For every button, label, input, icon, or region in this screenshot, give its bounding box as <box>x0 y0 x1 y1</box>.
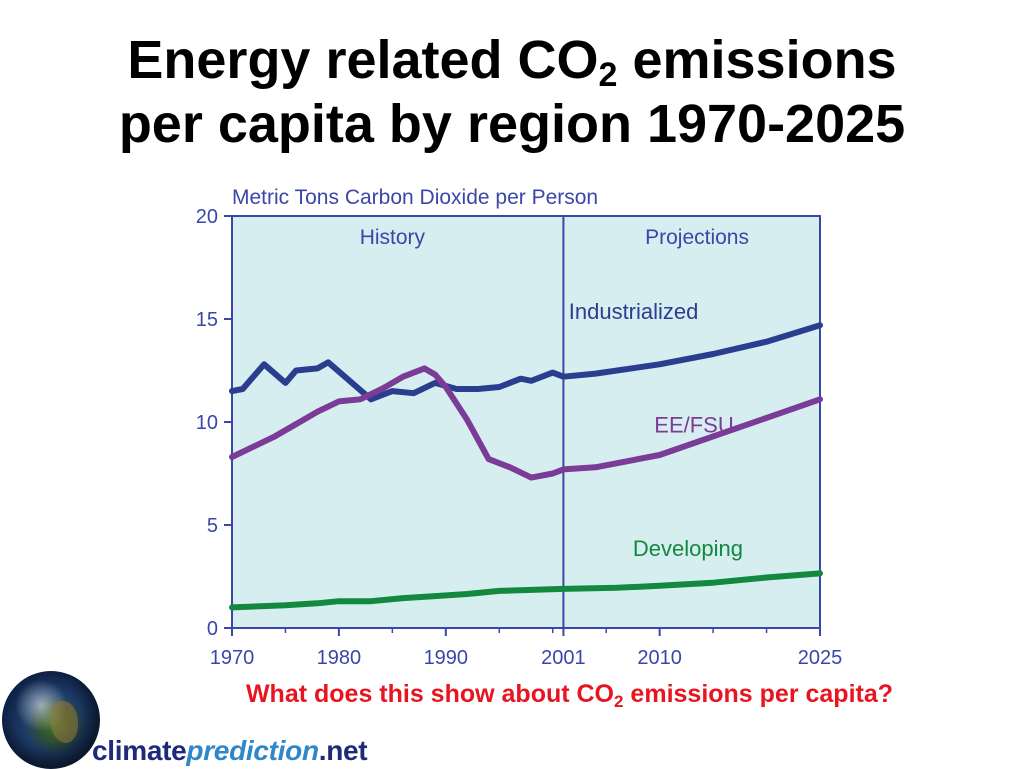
discussion-question: What does this show about CO2 emissions … <box>245 680 894 711</box>
y-tick-label: 0 <box>207 618 218 640</box>
y-axis-title: Metric Tons Carbon Dioxide per Person <box>232 186 598 209</box>
x-tick-label: 1970 <box>210 647 255 668</box>
projections-label: Projections <box>645 226 749 249</box>
globe-logo-icon <box>2 671 100 769</box>
series-line-developing <box>229 570 823 611</box>
series-line-ee-fsu <box>229 365 823 481</box>
plot-area <box>231 215 821 629</box>
y-tick-label: 15 <box>196 309 218 331</box>
slide-title: Energy related CO2 emissions per capita … <box>0 28 1024 156</box>
emissions-line-chart: Metric Tons Carbon Dioxide per Person 0 5 1… <box>196 186 843 668</box>
history-label: History <box>360 226 426 249</box>
y-tick-label: 20 <box>196 206 218 228</box>
y-tick-label: 5 <box>207 515 218 537</box>
series-label-industrialized: Industrialized <box>569 299 699 324</box>
series-label-ee-fsu: EE/FSU <box>654 412 733 437</box>
x-tick-label: 2001 <box>541 647 586 668</box>
x-tick-label: 2010 <box>637 647 682 668</box>
x-tick-label: 1990 <box>424 647 469 668</box>
climateprediction-logo[interactable]: climateprediction.net <box>92 735 368 766</box>
x-tick-label: 1980 <box>317 647 362 668</box>
title-line-2: per capita by region 1970-2025 <box>118 94 906 154</box>
x-tick-label: 2025 <box>798 647 843 668</box>
series-label-developing: Developing <box>633 536 743 561</box>
y-tick-label: 10 <box>196 412 218 434</box>
title-line-1: Energy related CO2 emissions <box>127 30 897 94</box>
